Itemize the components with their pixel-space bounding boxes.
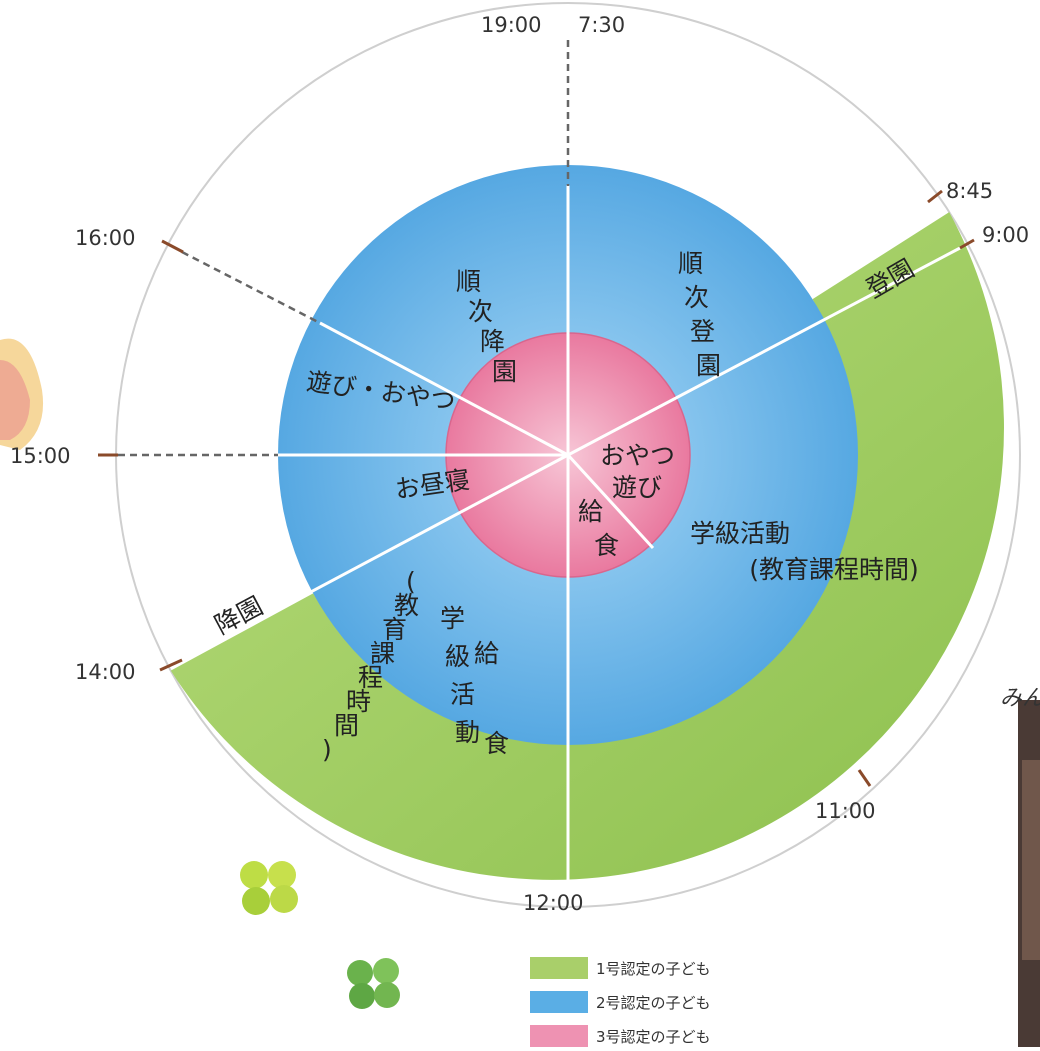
green-wedge xyxy=(170,212,1004,880)
label-asobi: 遊び xyxy=(612,473,662,502)
svg-text:順次降園: 順次降園 xyxy=(456,267,517,386)
time-1500: 15:00 xyxy=(10,444,71,468)
label-kyuushoku-center: 給食 xyxy=(578,497,619,560)
dividers xyxy=(182,185,961,907)
label-junji-touen: 順次登園 xyxy=(678,249,721,380)
decor-crayon-left xyxy=(0,338,44,450)
label-junji-kouen: 順次降園 xyxy=(456,267,517,386)
svg-text:給食: 給食 xyxy=(578,497,619,560)
legend-label: 2号認定の子ども xyxy=(596,994,711,1012)
time-1100: 11:00 xyxy=(815,799,876,823)
time-1600: 16:00 xyxy=(75,226,136,250)
label-gakkyuu-katsudou: 学級活動 xyxy=(690,519,790,548)
svg-text:学級活動: 学級活動 xyxy=(440,604,480,747)
time-1200: 12:00 xyxy=(523,891,584,915)
decor-photo-right xyxy=(1018,700,1040,1047)
svg-text:(教育課程時間): (教育課程時間) xyxy=(322,567,419,764)
partial-text: みん xyxy=(1000,686,1040,711)
label-oyatsu: おやつ xyxy=(600,441,675,470)
time-0900: 9:00 xyxy=(982,223,1029,247)
label-left-col-gakkyuu: 学級活動 xyxy=(440,604,480,747)
clover-decor-2 xyxy=(347,958,400,1009)
legend-label: 3号認定の子ども xyxy=(596,1028,711,1046)
dashed-lines xyxy=(118,40,570,457)
label-left-col-kyuushoku: 給食 xyxy=(474,639,509,758)
legend-swatch xyxy=(530,1025,588,1047)
legend-swatch xyxy=(530,991,588,1013)
time-0845: 8:45 xyxy=(946,179,993,203)
time-1400: 14:00 xyxy=(75,660,136,684)
time-ticks xyxy=(98,189,975,787)
time-1900: 19:00 xyxy=(481,13,542,37)
clover-decor-1 xyxy=(240,861,298,915)
time-0730: 7:30 xyxy=(578,13,625,37)
label-kyouiku-katei: (教育課程時間) xyxy=(749,555,919,584)
svg-text:給食: 給食 xyxy=(474,639,509,758)
label-left-col-kyouiku: (教育課程時間) xyxy=(322,567,419,764)
legend: 1号認定の子ども 2号認定の子ども 3号認定の子ども xyxy=(530,957,711,1047)
svg-text:順次登園: 順次登園 xyxy=(678,249,721,380)
legend-swatch xyxy=(530,957,588,979)
legend-label: 1号認定の子ども xyxy=(596,960,711,978)
